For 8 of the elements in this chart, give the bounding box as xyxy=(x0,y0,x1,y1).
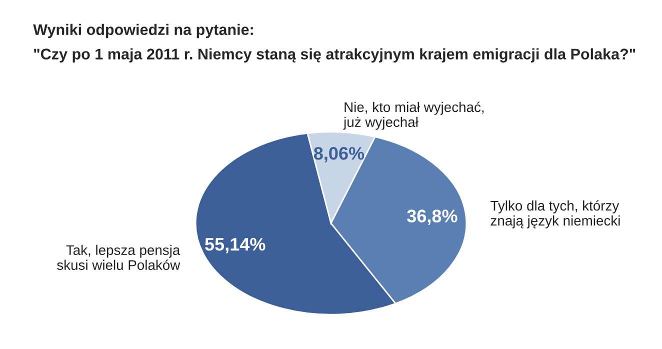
slice-label: Tylko dla tych, którzy znają język niemiecki xyxy=(490,200,620,228)
slice-label: Tak, lepsza pensja skusi wielu Polaków xyxy=(57,244,180,270)
data-label: 8,06% xyxy=(314,146,364,162)
chart-subtitle: "Czy po 1 maja 2011 r. Niemcy staną się atrakcyjnym krajem emigracji dla Polaka?" xyxy=(34,48,636,63)
chart-title: Wyniki odpowiedzi na pytanie: xyxy=(33,24,253,38)
data-label: 55,14% xyxy=(205,238,266,254)
slice-label: Nie, kto miał wyjechać, już wyjechał xyxy=(343,102,484,130)
data-label: 36,8% xyxy=(407,210,458,226)
